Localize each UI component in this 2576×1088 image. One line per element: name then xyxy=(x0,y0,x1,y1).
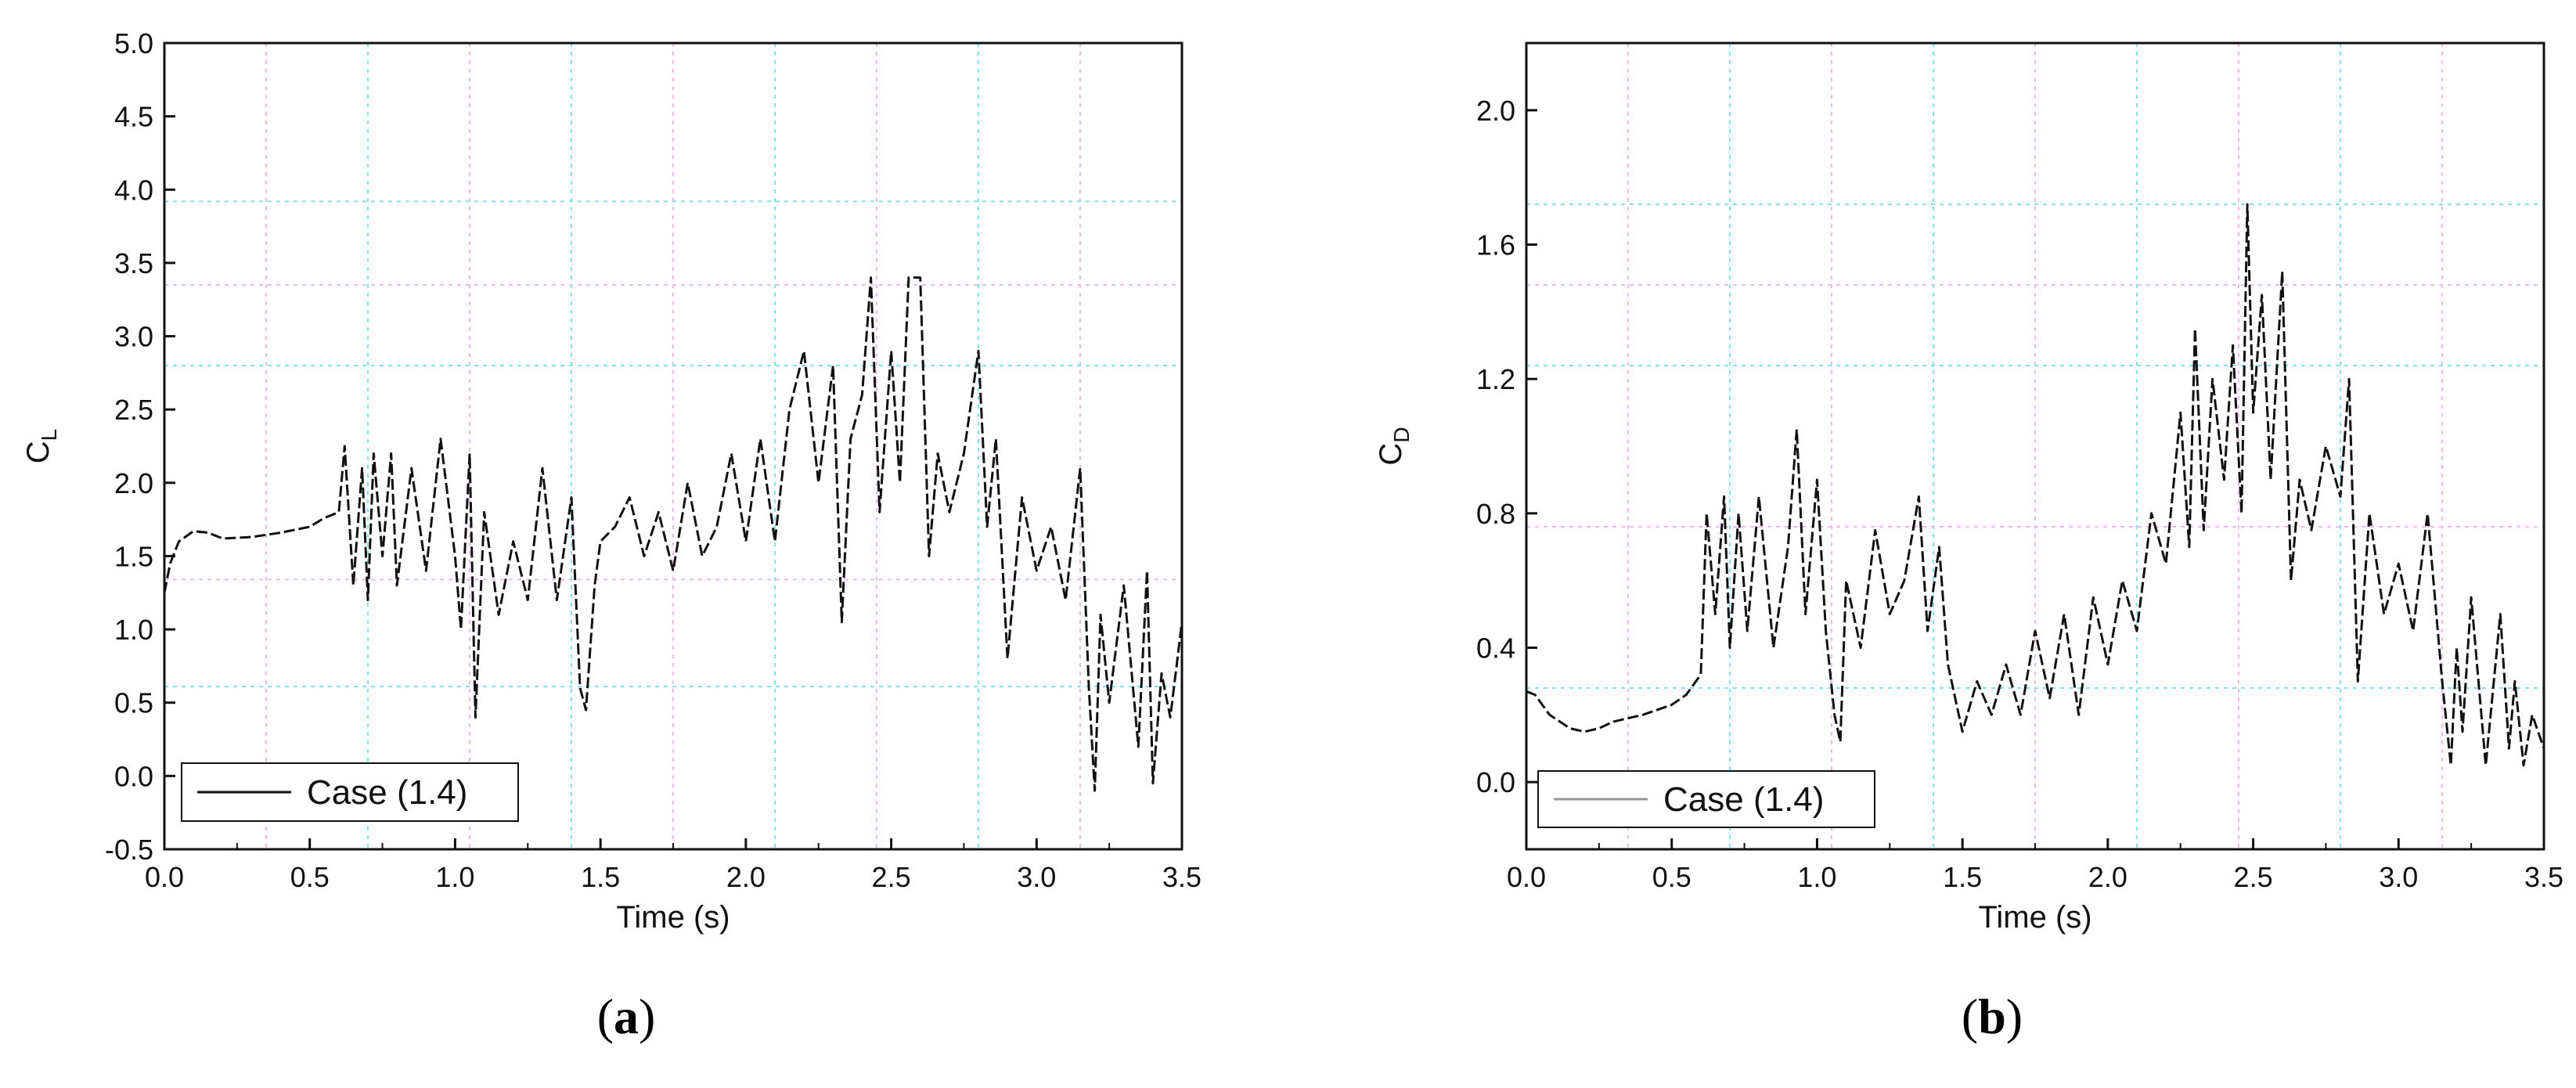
legend-label-a: Case (1.4) xyxy=(307,773,467,812)
x-tick-label: 2.5 xyxy=(2234,861,2273,893)
y-tick-label: 0.0 xyxy=(1476,766,1515,798)
x-tick-label: 0.5 xyxy=(290,861,330,893)
x-tick-label: 2.5 xyxy=(872,861,911,893)
grid-a xyxy=(164,43,1182,849)
x-tick-label: 3.0 xyxy=(2379,861,2418,893)
y-tick-label: 4.0 xyxy=(114,174,153,206)
x-ticks-a: 0.0 0.5 1.0 1.5 2.0 2.5 3.0 3.5 xyxy=(145,838,1202,893)
x-tick-label: 0.0 xyxy=(1507,861,1546,893)
y-axis-label-main-b: C xyxy=(1374,443,1408,466)
x-tick-label: 3.5 xyxy=(2524,861,2563,893)
x-tick-label: 1.5 xyxy=(1943,861,1982,893)
y-axis-label-sub-b: D xyxy=(1389,427,1414,442)
y-tick-label: 3.5 xyxy=(114,247,153,279)
y-tick-label: 2.5 xyxy=(114,394,153,426)
y-axis-label-b: CD xyxy=(1374,427,1414,465)
y-tick-label: 1.5 xyxy=(114,540,153,572)
panel-label-b: (b) xyxy=(1962,989,2023,1044)
series-line-b xyxy=(1526,203,2545,767)
x-tick-label: 3.0 xyxy=(1017,861,1056,893)
y-tick-label: 0.8 xyxy=(1476,498,1515,530)
y-tick-label: 2.0 xyxy=(114,467,153,499)
x-tick-label: 3.5 xyxy=(1162,861,1202,893)
y-axis-label-main-a: C xyxy=(21,441,56,463)
y-tick-label: 1.2 xyxy=(1476,363,1515,395)
x-tick-label: 1.5 xyxy=(581,861,620,893)
y-tick-label: 1.6 xyxy=(1476,229,1515,261)
x-tick-label: 1.0 xyxy=(435,861,474,893)
y-tick-label: 0.0 xyxy=(114,760,153,792)
legend-label-b: Case (1.4) xyxy=(1663,780,1824,819)
panel-label-a: (a) xyxy=(597,989,656,1044)
grid-b xyxy=(1526,43,2544,849)
y-axis-label-sub-a: L xyxy=(37,429,61,441)
chart-panel-b: 0.0 0.5 1.0 1.5 2.0 2.5 3.0 3.5 0.0 0.4 0.8 1.2 1.6… xyxy=(1374,41,2563,1044)
x-tick-label: 2.0 xyxy=(2088,861,2127,893)
series-line xyxy=(163,276,1184,792)
legend-b: Case (1.4) xyxy=(1537,770,1875,828)
series-line xyxy=(1526,203,2545,767)
x-tick-label: 0.0 xyxy=(145,861,184,893)
y-tick-label: 1.0 xyxy=(114,614,153,646)
legend-a: Case (1.4) xyxy=(181,762,519,822)
y-tick-label: 0.5 xyxy=(114,687,153,719)
y-tick-label: 2.0 xyxy=(1476,95,1515,127)
y-tick-label: -0.5 xyxy=(105,834,153,866)
y-tick-label: 3.0 xyxy=(114,321,153,353)
x-axis-label-a: Time (s) xyxy=(616,900,730,935)
series-line-a xyxy=(163,276,1184,792)
x-tick-label: 1.0 xyxy=(1797,861,1836,893)
y-ticks-a: -0.5 0.0 0.5 1.0 1.5 2.0 2.5 3.0 3.5 4.0 4.5 5.0 xyxy=(105,27,175,866)
y-tick-label: 4.5 xyxy=(114,101,153,133)
chart-panel-a: 0.0 0.5 1.0 1.5 2.0 2.5 3.0 3.5 -0.50.00.51.01.… xyxy=(21,27,1202,1044)
y-tick-label: 5.0 xyxy=(114,27,153,59)
x-tick-label: 0.5 xyxy=(1652,861,1692,893)
y-tick-label: 0.4 xyxy=(1476,632,1515,665)
x-axis-label-b: Time (s) xyxy=(1978,900,2091,935)
y-ticks-b: 0.0 0.4 0.8 1.2 1.6 2.0 xyxy=(1476,95,1537,798)
x-tick-label: 2.0 xyxy=(726,861,766,893)
y-axis-label-a: CL xyxy=(21,429,61,463)
x-ticks-b: 0.0 0.5 1.0 1.5 2.0 2.5 3.0 3.5 xyxy=(1507,838,2563,893)
